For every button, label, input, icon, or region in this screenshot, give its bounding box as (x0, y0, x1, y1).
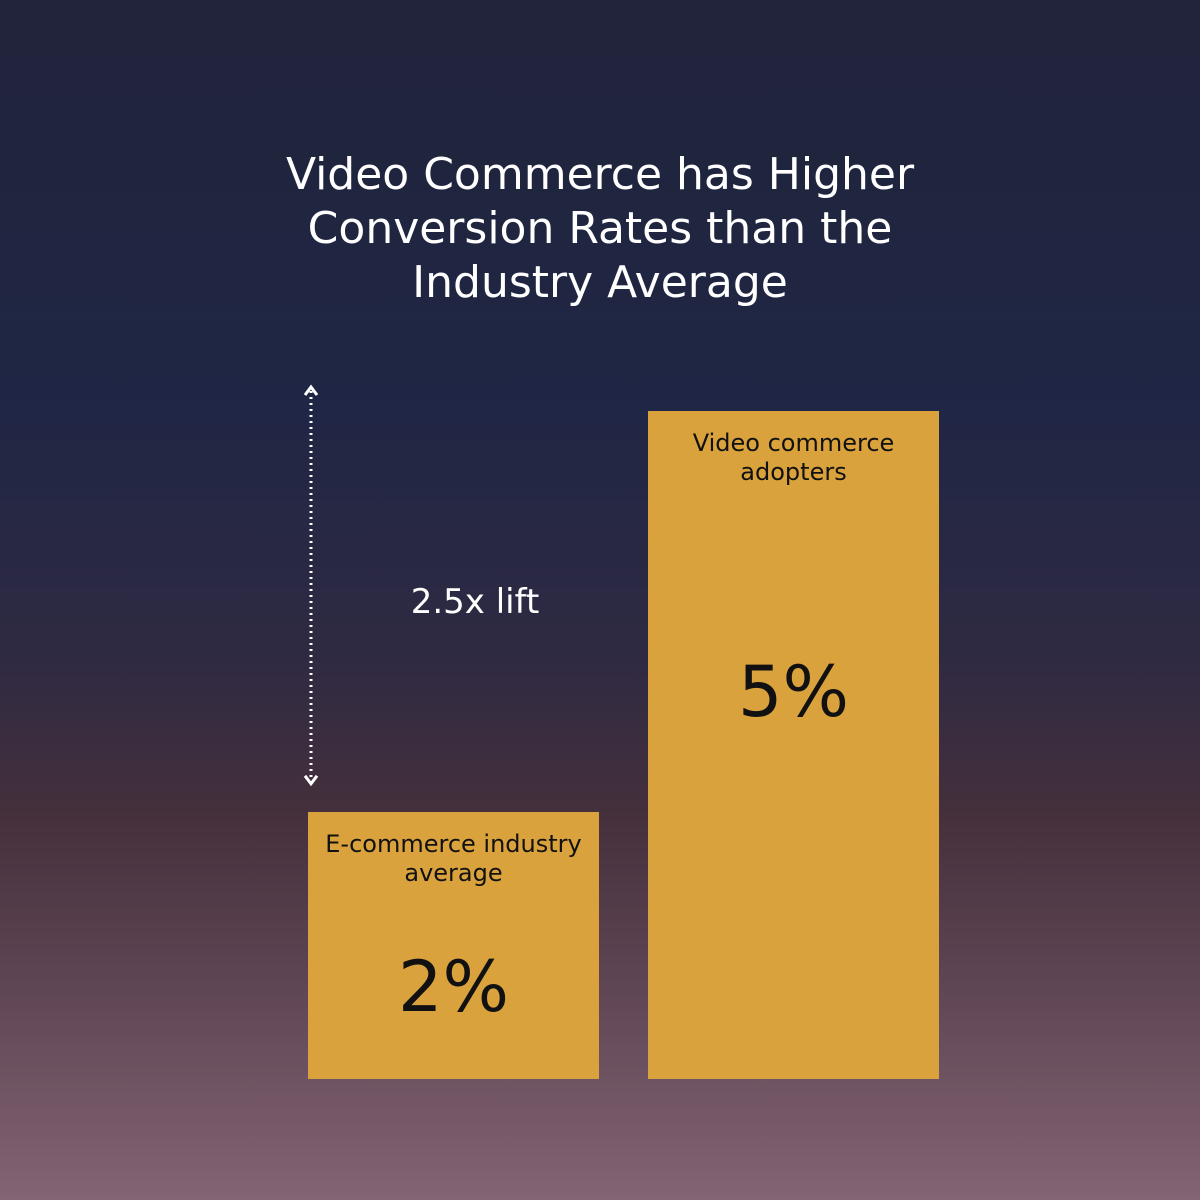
annotation: 2.5x lift (410, 582, 540, 622)
value-label: 2% (397, 945, 510, 1028)
category-label: Video commerce adopters (692, 429, 895, 486)
bar (648, 411, 939, 1079)
category-label: E-commerce industry average (325, 829, 582, 887)
value-label: 5% (737, 650, 850, 733)
chart-title: Video Commerce has Higher Conversion Rat… (285, 149, 915, 308)
bar (308, 811, 599, 1079)
lift-arrow (303, 384, 319, 396)
lift-arrow (303, 774, 319, 787)
